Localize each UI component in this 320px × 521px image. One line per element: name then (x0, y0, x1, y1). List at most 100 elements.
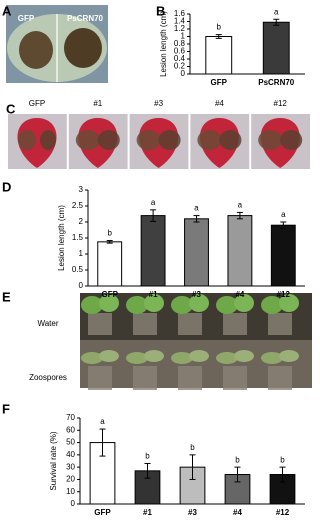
y-tick-label: 30 (66, 462, 75, 471)
plant (279, 350, 299, 362)
plant (99, 350, 119, 362)
x-tick-label: #12 (277, 290, 291, 299)
plant (81, 296, 103, 314)
y-tick-label: 0.6 (174, 47, 186, 56)
panel-letter: D (2, 179, 11, 194)
significance-letter: a (100, 417, 105, 426)
bar (140, 215, 166, 287)
photo-label: GFP (18, 14, 35, 23)
lesion (75, 130, 100, 150)
pot (178, 313, 202, 335)
plant (261, 296, 283, 314)
pot (268, 366, 292, 390)
bar (262, 21, 290, 75)
error-bar (193, 215, 200, 223)
bar (205, 36, 233, 75)
y-tick-label: 20 (66, 475, 75, 484)
bar (227, 215, 253, 287)
significance-letter: b (190, 443, 195, 452)
photo-label: #4 (215, 99, 224, 108)
pot (88, 313, 112, 335)
significance-letter: a (194, 204, 199, 213)
plant (189, 350, 209, 362)
significance-letter: b (280, 455, 285, 464)
significance-letter: b (235, 455, 240, 464)
photo-label: #12 (274, 99, 288, 108)
significance-letter: b (145, 452, 150, 461)
significance-letter: a (274, 7, 279, 16)
y-axis-label: Survival rate (%) (49, 431, 58, 490)
x-tick-label: #3 (192, 290, 201, 299)
bar (270, 224, 296, 287)
y-tick-label: 1.6 (174, 9, 186, 18)
y-tick-label: 0.4 (174, 54, 186, 63)
plant (171, 296, 193, 314)
pot (133, 313, 157, 335)
significance-letter: a (238, 201, 243, 210)
error-bar (236, 211, 243, 220)
y-tick-label: 2 (79, 217, 84, 226)
significance-letter: b (107, 229, 112, 238)
y-tick-label: 3 (79, 185, 84, 194)
x-tick-label: #1 (149, 290, 158, 299)
error-bar (273, 18, 280, 26)
plant (99, 294, 119, 312)
lesion (18, 130, 36, 150)
y-tick-label: 0 (71, 499, 76, 508)
error-bar (280, 221, 287, 229)
y-tick-label: 0.8 (174, 39, 186, 48)
y-tick-label: 10 (66, 487, 75, 496)
significance-letter: a (281, 210, 286, 219)
plant (234, 350, 254, 362)
y-tick-label: 2.5 (72, 201, 84, 210)
plant (216, 352, 238, 364)
plant (279, 294, 299, 312)
x-tick-label: #12 (276, 508, 290, 517)
plant (126, 352, 148, 364)
significance-letter: a (151, 198, 156, 207)
x-tick-label: #1 (143, 508, 152, 517)
plant (144, 294, 164, 312)
lesion (158, 130, 181, 150)
x-tick-label: #3 (188, 508, 197, 517)
y-tick-label: 1 (79, 249, 84, 258)
x-tick-label: #4 (235, 290, 244, 299)
pot (178, 366, 202, 390)
panel-letter: E (2, 289, 11, 304)
error-bar (144, 462, 151, 479)
photo-label: PsCRN70 (67, 14, 104, 23)
row-label: Water (37, 319, 58, 328)
bar (134, 470, 161, 505)
y-tick-label: 70 (66, 413, 75, 422)
x-tick-label: GFP (94, 508, 111, 517)
x-tick-label: GFP (101, 290, 118, 299)
y-tick-label: 1.4 (174, 17, 186, 26)
lesion (219, 130, 242, 150)
y-tick-label: 60 (66, 425, 75, 434)
lesion (197, 130, 222, 150)
y-axis-label: Lesion length (cm) (57, 205, 66, 271)
plant (189, 294, 209, 312)
x-tick-label: #4 (233, 508, 242, 517)
row-label: Zoospores (29, 373, 67, 382)
pot (88, 366, 112, 390)
plant (81, 352, 103, 364)
y-axis-label: Lesion length (cm) (159, 11, 168, 77)
plant (171, 352, 193, 364)
plant (234, 294, 254, 312)
y-tick-label: 0 (181, 69, 186, 78)
plant (144, 350, 164, 362)
lesion (280, 130, 303, 150)
lesion (258, 130, 283, 150)
lesion (97, 130, 120, 150)
significance-letter: b (217, 23, 222, 32)
panel-letter: C (6, 101, 16, 116)
panel-letter: F (2, 401, 10, 416)
y-tick-label: 50 (66, 438, 75, 447)
bar (184, 218, 209, 287)
x-tick-label: GFP (211, 78, 228, 87)
lesion (40, 130, 56, 150)
plant (216, 296, 238, 314)
